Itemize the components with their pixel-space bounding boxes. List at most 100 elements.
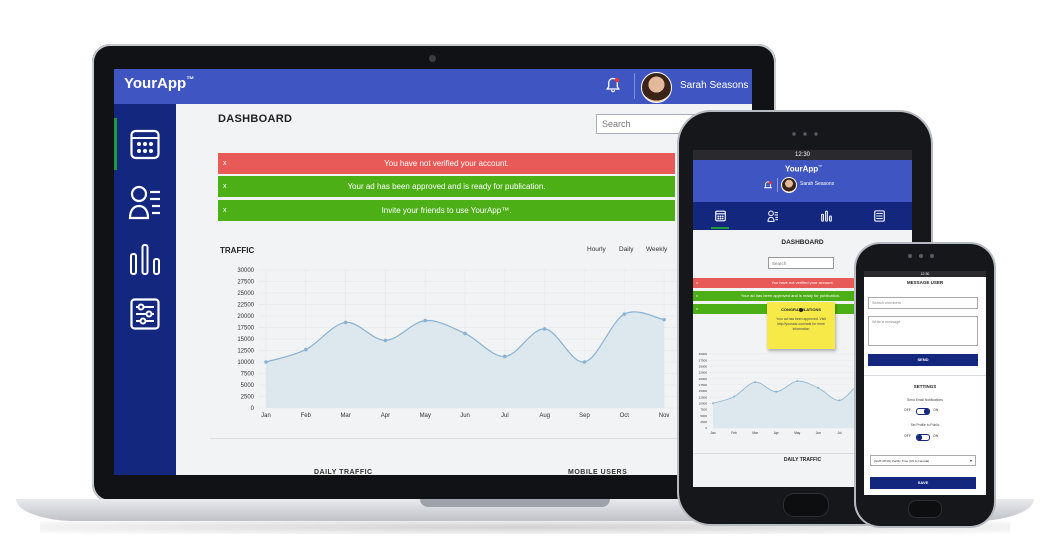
bell-icon[interactable] [764, 181, 772, 190]
y-tick-label: 30000 [237, 268, 254, 274]
topbar-divider [634, 73, 635, 99]
data-point [264, 360, 268, 364]
sidebar-item-members[interactable] [114, 176, 176, 228]
x-tick-label: Nov [659, 413, 670, 419]
settings-title: SETTINGS [913, 384, 937, 389]
data-point [343, 320, 348, 325]
toggle-on-label: ON [933, 408, 939, 412]
logo-trademark: ™ [186, 75, 195, 84]
phone-page-title: DASHBOARD [781, 239, 824, 246]
phone-home-button[interactable] [783, 493, 829, 517]
y-tick-label: 22500 [699, 371, 708, 375]
sidebar-item-settings[interactable] [114, 290, 176, 342]
settings-sliders-icon[interactable] [874, 210, 885, 222]
popup-title: CONGRATULATIONS [780, 307, 822, 312]
sidebar [114, 104, 176, 475]
small-phone-home-button[interactable] [908, 500, 942, 518]
x-tick-label: Oct [620, 413, 630, 419]
pin-icon [767, 299, 835, 317]
x-tick-label: Sep [579, 413, 590, 419]
y-tick-label: 0 [705, 426, 707, 430]
send-button[interactable]: SEND [868, 354, 978, 366]
notification-dot [614, 77, 620, 83]
phone-search-input[interactable]: Search [768, 257, 834, 269]
phone-speaker [792, 132, 818, 136]
data-point [662, 317, 666, 322]
x-tick-label: Jun [460, 413, 470, 419]
user-list-icon[interactable] [767, 210, 779, 222]
data-point [503, 354, 507, 359]
phone-daily-traffic-heading: DAILY TRAFFIC [783, 457, 822, 463]
alert-close-button[interactable]: x [696, 293, 698, 298]
range-hourly[interactable]: Hourly [587, 246, 606, 253]
alert-unverified: x You have not verified your account. [218, 153, 675, 174]
status-bar: 12:30 [864, 271, 986, 277]
alert-close-button[interactable]: x [223, 207, 227, 214]
avatar[interactable] [781, 177, 797, 193]
email-notifications-toggle[interactable]: OFF ON [904, 408, 948, 415]
y-tick-label: 7500 [700, 408, 707, 412]
alert-close-button[interactable]: x [223, 183, 227, 190]
top-bar: YourApp™ Sarah Seasons [114, 69, 752, 104]
data-point [838, 399, 841, 402]
range-daily[interactable]: Daily [619, 246, 634, 253]
dashboard-content: DASHBOARD Search x You have not verified… [176, 104, 752, 475]
alert-text: You have not verified your account. [384, 159, 509, 168]
sidebar-item-analytics[interactable] [114, 234, 176, 286]
section-divider [864, 375, 986, 376]
search-members-input[interactable]: Search members [868, 297, 978, 309]
logo-text: YourApp [124, 75, 187, 92]
y-tick-label: 15000 [237, 337, 254, 343]
user-name[interactable]: Sarah Seasons [680, 80, 749, 91]
bar-chart-icon [130, 244, 160, 275]
section-divider [210, 438, 690, 439]
data-point [817, 387, 820, 390]
data-point [582, 360, 587, 364]
alert-close-button[interactable]: x [223, 160, 227, 167]
app-logo[interactable]: YourApp™ [124, 75, 194, 92]
x-tick-label: Jul [501, 413, 509, 419]
alert-text: Your ad has been approved and is ready f… [347, 182, 546, 191]
phone-traffic-chart: 3000027500250002250020000175001500012500… [699, 352, 911, 435]
y-tick-label: 27500 [699, 358, 708, 362]
traffic-title: TRAFFIC [220, 246, 255, 255]
y-tick-label: 2500 [241, 395, 255, 401]
phone-logo[interactable]: YourApp™ [785, 164, 822, 174]
congratulations-popup[interactable]: CONGRATULATIONS Your ad has been approve… [767, 302, 835, 349]
toggle-track [916, 434, 930, 441]
sidebar-item-dashboard[interactable] [114, 118, 176, 170]
y-tick-label: 15000 [699, 389, 708, 393]
mobile-users-heading: MOBILE USERS [568, 469, 628, 475]
y-tick-label: 22500 [237, 303, 254, 309]
phone-alert-approved: x Your ad has been approved and is ready… [693, 291, 912, 301]
message-textarea[interactable]: Write a message [868, 316, 978, 346]
y-tick-label: 17500 [237, 326, 254, 332]
calendar-icon [130, 129, 160, 160]
avatar[interactable] [641, 72, 672, 103]
calendar-icon[interactable] [715, 210, 726, 222]
toggle-on-label: ON [933, 434, 939, 438]
bell-icon[interactable] [606, 77, 620, 93]
y-tick-label: 7500 [241, 372, 255, 378]
public-profile-toggle[interactable]: OFF ON [904, 434, 948, 441]
y-tick-label: 20000 [237, 314, 254, 320]
data-point [712, 402, 714, 405]
data-point [796, 380, 799, 383]
phone-divider [693, 453, 912, 454]
save-button[interactable]: SAVE [870, 477, 976, 489]
x-tick-label: Mar [752, 431, 758, 435]
page-title: DASHBOARD [218, 113, 293, 125]
user-name[interactable]: Sarah Seasons [800, 181, 835, 187]
range-weekly[interactable]: Weekly [646, 246, 668, 253]
y-tick-label: 2500 [700, 420, 707, 424]
bar-chart-icon[interactable] [821, 210, 832, 222]
alert-close-button[interactable]: x [696, 280, 698, 285]
timezone-select[interactable]: (GMT-08:00) Pacific Time (US & Canada) ▾ [870, 455, 976, 466]
status-bar: 12:30 [693, 150, 912, 160]
x-tick-label: Jan [261, 413, 271, 419]
toggle-off-label: OFF [904, 434, 911, 438]
x-tick-label: Mar [340, 413, 350, 419]
alert-close-button[interactable]: x [696, 306, 698, 311]
status-time: 12:30 [794, 152, 810, 158]
traffic-chart: 0 2500 5000 7500 10000 12500 15000 17500 20000 22… [237, 268, 684, 419]
